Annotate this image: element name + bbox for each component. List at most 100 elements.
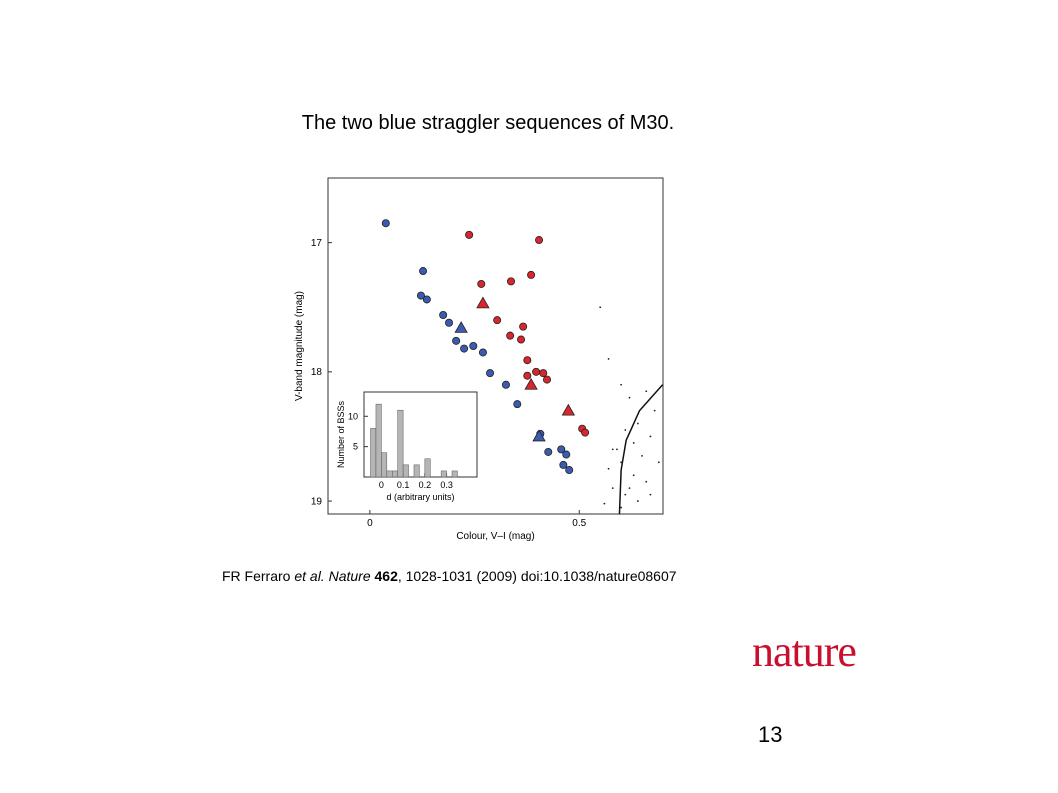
- x-tick-label: 0: [379, 480, 384, 490]
- point: [636, 422, 639, 425]
- point: [477, 279, 486, 288]
- point: [523, 356, 532, 365]
- bar: [424, 458, 431, 478]
- bar: [440, 470, 447, 478]
- point: [506, 277, 515, 286]
- bar: [370, 428, 377, 478]
- point: [645, 390, 648, 393]
- point: [632, 474, 635, 477]
- point: [620, 383, 623, 386]
- point: [649, 493, 652, 496]
- point: [559, 460, 568, 469]
- point: [539, 369, 548, 378]
- point: [620, 461, 623, 464]
- point: [616, 448, 618, 451]
- point: [493, 316, 502, 325]
- y-tick-label: 5: [353, 442, 358, 452]
- x-axis-label: d (arbitrary units): [386, 492, 454, 502]
- point: [544, 447, 553, 456]
- point: [469, 341, 478, 350]
- logo: nature: [752, 627, 857, 676]
- x-tick-label: 0.3: [440, 480, 453, 490]
- x-tick-label: 0.1: [397, 480, 410, 490]
- bar: [451, 470, 458, 478]
- point: [657, 461, 660, 464]
- point: [523, 371, 532, 380]
- point: [628, 396, 631, 399]
- point: [445, 318, 454, 327]
- point: [416, 291, 425, 300]
- point: [532, 429, 546, 442]
- point: [599, 306, 602, 309]
- citation-text: et al. Nature: [294, 568, 371, 584]
- x-tick-label: 0.2: [419, 480, 432, 490]
- point: [624, 429, 627, 431]
- curve: [618, 384, 664, 515]
- bar: [375, 403, 382, 478]
- y-tick-label: 10: [348, 411, 358, 421]
- point: [611, 448, 614, 451]
- point: [506, 331, 515, 340]
- point: [452, 336, 461, 345]
- y-tick-label: 19: [311, 496, 323, 507]
- bar: [392, 470, 398, 478]
- bar: [413, 464, 420, 478]
- point: [460, 344, 469, 353]
- point: [565, 466, 574, 475]
- point: [624, 493, 627, 496]
- bar: [402, 464, 409, 478]
- point: [603, 502, 606, 505]
- point: [454, 321, 468, 333]
- point: [607, 358, 610, 360]
- point: [611, 487, 614, 490]
- point: [517, 335, 526, 344]
- point: [641, 454, 643, 457]
- point: [465, 230, 474, 239]
- point: [478, 348, 487, 357]
- point: [524, 377, 538, 390]
- point: [476, 296, 490, 309]
- bar: [386, 470, 393, 478]
- x-tick-label: 0: [367, 518, 373, 529]
- point: [653, 409, 656, 412]
- page-number: 13: [758, 722, 783, 747]
- point: [381, 219, 390, 228]
- point: [628, 487, 631, 490]
- citation: FR Ferraro et al. Nature 462, 1028-1031 …: [222, 568, 677, 584]
- point: [422, 295, 431, 304]
- point: [486, 369, 495, 378]
- y-tick-label: 18: [311, 367, 323, 378]
- point: [649, 435, 652, 438]
- slide-title: The two blue straggler sequences of M30.: [301, 112, 675, 134]
- point: [620, 506, 623, 509]
- citation-text: 462: [374, 568, 398, 584]
- point: [535, 236, 544, 245]
- point: [562, 450, 571, 459]
- point: [439, 310, 448, 319]
- y-tick-label: 17: [311, 238, 323, 249]
- point: [561, 403, 576, 416]
- point: [513, 400, 522, 409]
- citation-text: , 1028-1031 (2009) doi:10.1038/nature086…: [397, 568, 677, 584]
- x-tick-label: 0.5: [572, 518, 586, 529]
- point: [532, 367, 541, 376]
- point: [607, 467, 610, 470]
- point: [419, 267, 428, 276]
- point: [645, 480, 648, 483]
- point: [632, 442, 635, 444]
- point: [636, 500, 639, 502]
- point: [527, 270, 536, 279]
- x-axis-label: Colour, V–I (mag): [456, 531, 534, 542]
- point: [519, 322, 528, 331]
- point: [557, 445, 566, 454]
- point: [543, 375, 552, 384]
- bar: [381, 452, 388, 478]
- y-axis-label: V-band magnitude (mag): [294, 291, 305, 401]
- citation-text: FR Ferraro: [222, 568, 295, 584]
- bar: [397, 409, 404, 478]
- y-axis-label: Number of BSSs: [336, 400, 346, 468]
- point: [501, 380, 510, 389]
- point: [581, 428, 590, 437]
